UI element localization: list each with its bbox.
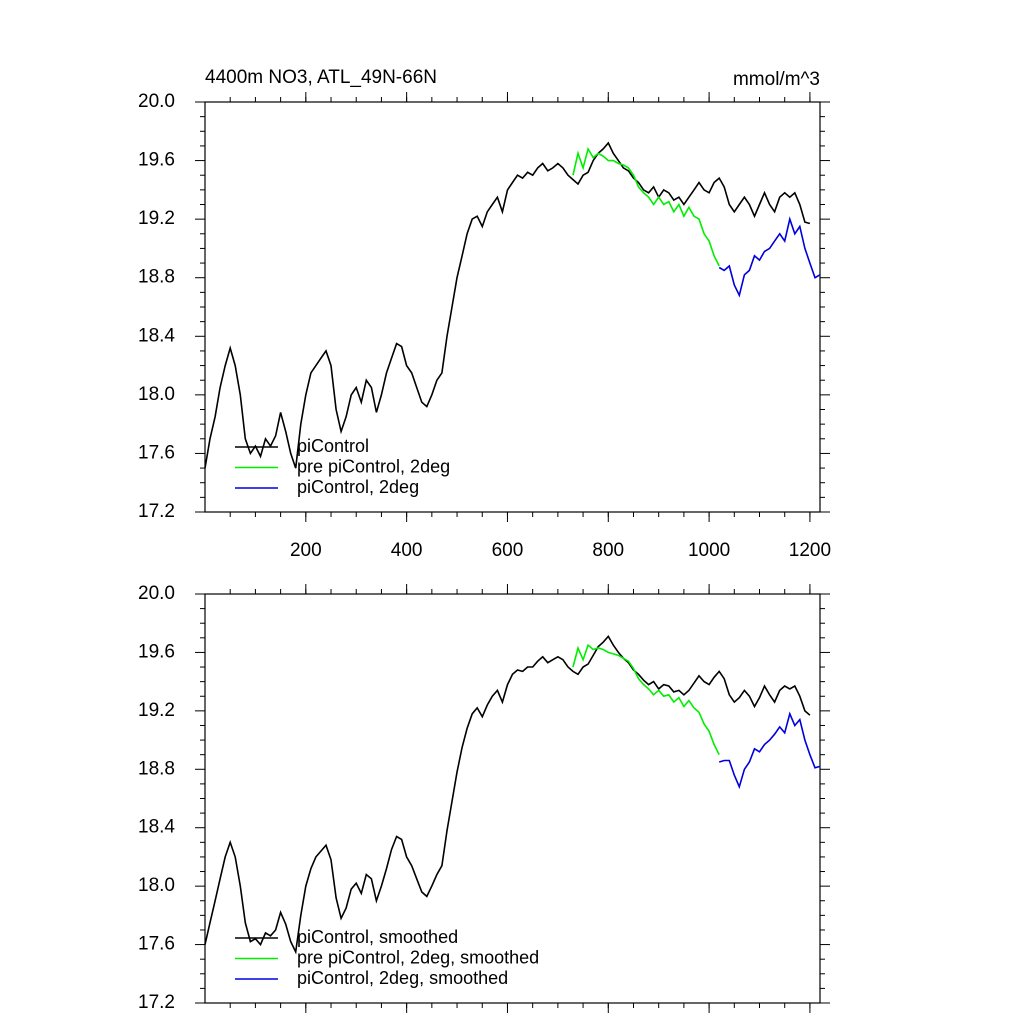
y-tick-label: 20.0 (138, 583, 175, 604)
series-line (718, 216, 821, 298)
series-line (572, 146, 720, 267)
y-tick-label: 18.8 (138, 267, 175, 288)
y-tick-label: 19.2 (138, 700, 175, 721)
legend-label: piControl, smoothed (297, 927, 458, 947)
x-tick-label: 400 (391, 540, 423, 561)
series-line (204, 635, 811, 955)
legend-label: piControl (297, 436, 369, 456)
y-tick-label: 17.6 (138, 442, 175, 463)
units-label: mmol/m^3 (733, 69, 820, 90)
legend-label: pre piControl, 2deg (297, 456, 450, 476)
y-tick-label: 19.6 (138, 641, 175, 662)
series-line (204, 141, 811, 469)
y-tick-label: 18.0 (138, 875, 175, 896)
legend-label: pre piControl, 2deg, smoothed (297, 947, 539, 967)
y-tick-label: 18.4 (138, 325, 175, 346)
x-tick-label: 200 (290, 540, 322, 561)
chart-title: 4400m NO3, ATL_49N-66N (205, 67, 437, 88)
y-tick-label: 19.6 (138, 150, 175, 171)
series-line (572, 643, 720, 756)
x-tick-label: 1200 (789, 540, 831, 561)
legend-label: piControl, 2deg (297, 477, 419, 497)
x-tick-label: 600 (492, 540, 524, 561)
y-tick-label: 18.4 (138, 817, 175, 838)
x-tick-label: 800 (592, 540, 624, 561)
y-tick-label: 20.0 (138, 91, 175, 112)
y-tick-label: 17.2 (138, 501, 175, 522)
y-tick-label: 18.0 (138, 384, 175, 405)
legend-label: piControl, 2deg, smoothed (297, 968, 508, 988)
y-tick-label: 19.2 (138, 208, 175, 229)
series-line (718, 711, 821, 790)
y-tick-label: 18.8 (138, 758, 175, 779)
y-tick-label: 17.6 (138, 934, 175, 955)
y-tick-label: 17.2 (138, 992, 175, 1013)
x-tick-label: 1000 (688, 540, 730, 561)
